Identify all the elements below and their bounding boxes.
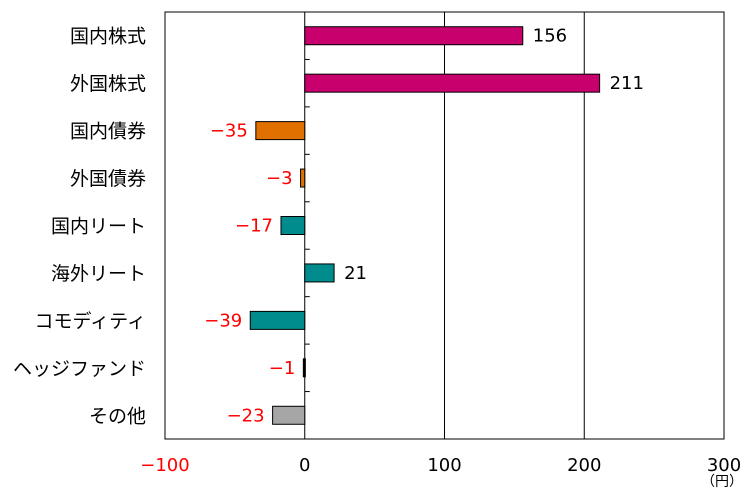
category-label: 外国株式 [70, 73, 146, 95]
bar [249, 310, 306, 330]
x-tick-label: 300 [707, 455, 741, 476]
data-label: 211 [610, 73, 644, 94]
data-label: 156 [533, 26, 567, 47]
data-label: −35 [210, 121, 248, 142]
category-label: 外国債券 [70, 168, 146, 190]
bar [304, 73, 601, 93]
x-tick-label: 200 [567, 455, 601, 476]
bar [300, 168, 306, 188]
bar [302, 358, 306, 378]
category-label: その他 [89, 405, 146, 427]
category-label: 海外リート [51, 263, 146, 285]
bar [255, 121, 306, 141]
x-tick-labels: −100 0 100 200 300 [140, 455, 741, 476]
data-label: −39 [204, 310, 242, 331]
bar [304, 26, 524, 46]
category-label: 国内リート [51, 216, 146, 238]
data-label: −1 [269, 358, 296, 379]
data-label: −3 [266, 168, 293, 189]
bar [272, 405, 306, 425]
data-label: −17 [235, 216, 273, 237]
category-label: 国内株式 [70, 26, 146, 48]
bar [280, 216, 306, 235]
x-tick-label: 0 [299, 455, 310, 476]
category-label: コモディティ [34, 310, 146, 332]
bar [304, 263, 335, 283]
value-labels: 156 211 −35 −3 −17 21 −39 −1 −23 [204, 26, 644, 427]
category-label: 国内債券 [70, 121, 146, 143]
category-label: ヘッジファンド [13, 358, 146, 380]
bars [249, 26, 601, 425]
x-unit-label: （円） [701, 474, 743, 490]
x-tick-label: −100 [140, 455, 189, 476]
x-tick-label: 100 [427, 455, 461, 476]
category-labels: 国内株式外国株式国内債券外国債券国内リート海外リートコモディティヘッジファンドそ… [13, 26, 146, 428]
data-label: 21 [344, 263, 367, 284]
data-label: −23 [227, 405, 265, 426]
